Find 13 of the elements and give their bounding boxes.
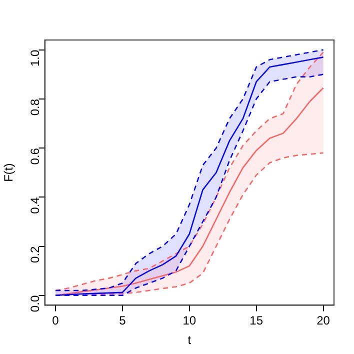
y-tick-label: 0.2 <box>28 246 42 263</box>
x-tick-label: 5 <box>119 314 126 328</box>
y-tick-label: 0.8 <box>28 98 42 116</box>
y-tick-label: 0.4 <box>28 196 42 214</box>
y-tick-label: 1.0 <box>28 50 42 67</box>
y-tick-label: 0.6 <box>28 148 42 165</box>
y-tick-label: 0.0 <box>28 295 42 312</box>
x-tick-label: 0 <box>52 314 60 328</box>
x-tick-label: 15 <box>250 314 264 328</box>
x-axis-title: t <box>188 333 192 348</box>
y-axis-title: F(t) <box>2 163 16 182</box>
x-tick-label: 10 <box>182 314 196 328</box>
x-tick-label: 20 <box>316 314 330 328</box>
